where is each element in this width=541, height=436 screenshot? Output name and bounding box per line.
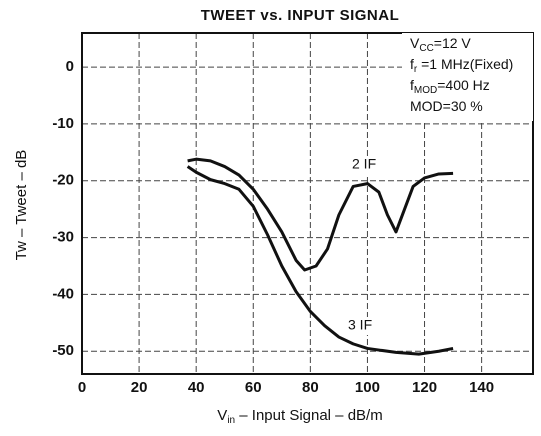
x-label-main: V: [217, 407, 227, 424]
series-label-bg: [349, 156, 391, 174]
annotation: fMOD=400 Hz: [410, 77, 490, 96]
annotation-main: V: [410, 35, 420, 51]
chart-title: TWEET vs. INPUT SIGNAL: [201, 7, 400, 24]
annotation-rest: =400 Hz: [437, 77, 490, 93]
annotation-sub: MOD: [414, 85, 437, 96]
annotation-rest: =1 MHz(Fixed): [417, 56, 513, 72]
x-tick-label: 40: [188, 379, 205, 396]
annotation: VCC=12 V: [410, 35, 471, 54]
y-tick-label: -20: [52, 172, 74, 189]
x-tick-label: 140: [469, 379, 494, 396]
annotation-main: f: [410, 56, 414, 72]
y-tick-label: -10: [52, 115, 74, 132]
plot-frame: [81, 32, 534, 375]
annotation-main: f: [410, 77, 414, 93]
x-label-sub: in: [227, 415, 235, 426]
series-line: [186, 165, 454, 356]
x-tick-label: 0: [78, 379, 86, 396]
x-axis-label: Vin – Input Signal – dB/m: [217, 407, 382, 426]
x-tick-label: 120: [412, 379, 437, 396]
y-tick-label: -30: [52, 229, 74, 246]
annotation-sub: r: [414, 64, 418, 75]
y-tick-label: 0: [66, 58, 74, 75]
y-axis-label: Tw – Tweet – dB: [13, 150, 30, 261]
annotation: fr =1 MHz(Fixed): [410, 56, 513, 75]
series-label: 3 IF: [348, 317, 372, 333]
x-tick-label: 80: [302, 379, 319, 396]
x-tick-label: 60: [245, 379, 262, 396]
x-label-rest: – Input Signal – dB/m: [235, 407, 383, 424]
annotation: MOD=30 %: [410, 98, 483, 114]
annotation-rest: =12 V: [434, 35, 472, 51]
x-tick-label: 100: [355, 379, 380, 396]
annotation-box: [402, 33, 533, 121]
annotation-sub: CC: [419, 43, 433, 54]
x-tick-label: 20: [131, 379, 148, 396]
y-tick-label: -40: [52, 285, 74, 302]
series-line: [187, 157, 454, 272]
series-label-bg: [345, 317, 387, 335]
series-label: 2 IF: [352, 156, 376, 172]
annotation-main: MOD=30 %: [410, 98, 483, 114]
y-tick-label: -50: [52, 342, 74, 359]
